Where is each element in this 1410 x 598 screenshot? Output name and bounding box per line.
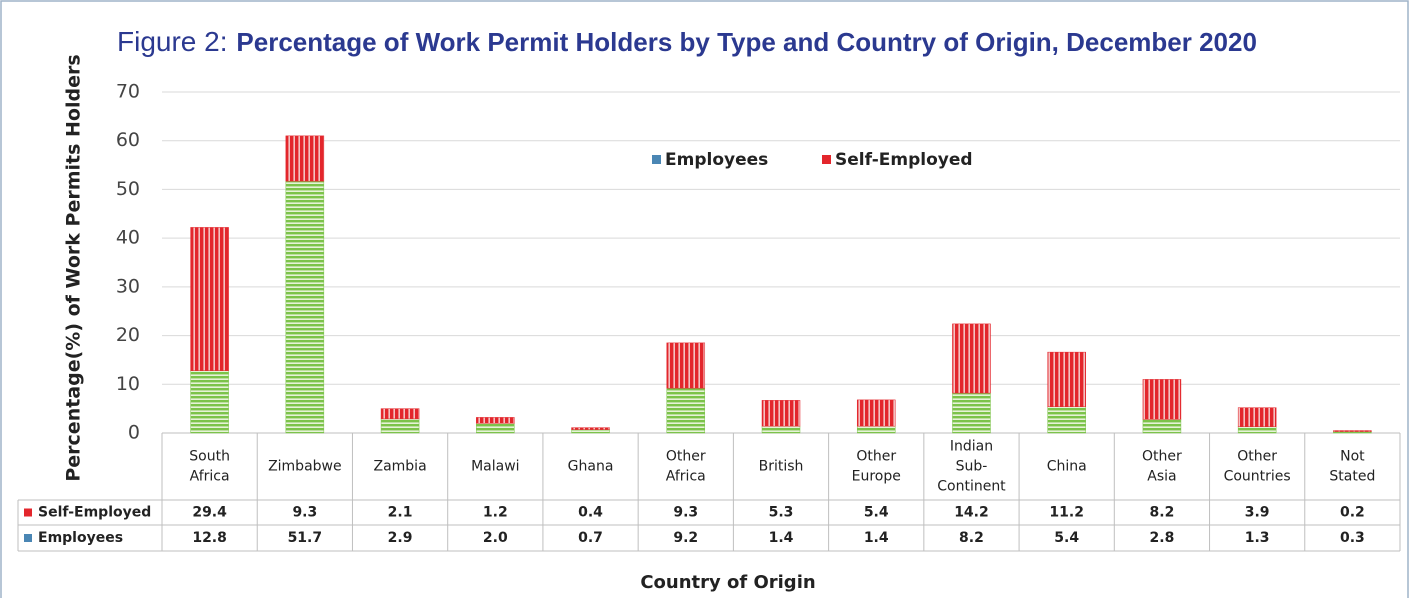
data-label: 12.8 (192, 530, 227, 546)
y-tick-label: 20 (116, 324, 140, 346)
data-label: 5.3 (769, 505, 794, 521)
data-label: 0.4 (578, 505, 603, 521)
legend-label: Employees (665, 150, 768, 170)
bar-segment (856, 399, 896, 427)
y-tick-label: 10 (116, 373, 140, 395)
bar-segment (952, 323, 991, 394)
data-label: 8.2 (959, 530, 984, 546)
y-tick-label: 0 (128, 422, 140, 444)
data-label: 51.7 (288, 530, 323, 546)
bar-segment (571, 427, 610, 430)
data-label: 1.3 (1245, 530, 1270, 546)
data-label: 1.4 (864, 530, 889, 546)
x-tick-label: Indian Sub-Continent (937, 439, 1006, 495)
x-tick-label: Not Stated (1329, 449, 1375, 485)
y-tick-label: 60 (116, 129, 140, 151)
bar-segment (1047, 351, 1086, 407)
x-tick-label: British (759, 459, 804, 475)
data-label: 8.2 (1150, 505, 1175, 521)
data-label: 3.9 (1245, 505, 1270, 521)
x-tick-label: China (1047, 459, 1087, 475)
bar-segment (190, 227, 229, 371)
y-tick-label: 70 (116, 81, 140, 103)
bar-segment (476, 417, 515, 424)
bar-segment (1142, 419, 1182, 434)
bar-segment (476, 423, 515, 434)
bar-segment (1237, 426, 1277, 434)
bar-segment (571, 429, 610, 434)
legend-marker (822, 155, 831, 164)
bar-segment (1142, 379, 1182, 420)
data-label: 2.1 (388, 505, 413, 521)
y-tick-label: 40 (116, 227, 140, 249)
bar-segment (190, 370, 229, 434)
data-label: 11.2 (1049, 505, 1084, 521)
x-tick-label: South Africa (189, 449, 230, 485)
data-label: 1.2 (483, 505, 508, 521)
data-label: 14.2 (954, 505, 989, 521)
data-label: 2.0 (483, 530, 508, 546)
bar-segment (666, 387, 706, 434)
bar-segment (1333, 430, 1372, 432)
data-label: 9.3 (292, 505, 317, 521)
y-tick-label: 30 (116, 275, 140, 297)
x-tick-label: Other Asia (1142, 449, 1182, 485)
chart-title: Figure 2: Percentage of Work Permit Hold… (117, 26, 1257, 59)
bar-segment (1047, 406, 1086, 434)
legend-label: Self-Employed (835, 150, 973, 170)
x-tick-label: Other Europe (852, 449, 901, 485)
data-label: 0.3 (1340, 530, 1365, 546)
bar-segment (285, 180, 325, 434)
bar-segment (666, 342, 706, 389)
x-tick-label: Malawi (471, 459, 519, 475)
bar-segment (761, 400, 801, 427)
bar-segment (380, 418, 420, 434)
x-tick-label: Zambia (373, 459, 426, 475)
data-label: 2.9 (388, 530, 413, 546)
bar-segment (285, 135, 325, 182)
legend-marker (24, 508, 32, 517)
bar-segment (1237, 407, 1277, 427)
x-tick-label: Other Countries (1224, 449, 1291, 485)
y-axis-title: Percentage(%) of Work Permits Holders (63, 54, 85, 481)
x-tick-label: Zimbabwe (268, 459, 342, 475)
data-label: 2.8 (1150, 530, 1175, 546)
bar-segment (761, 425, 801, 434)
data-label: 9.3 (673, 505, 698, 521)
data-label: 1.4 (769, 530, 794, 546)
data-label: 29.4 (192, 505, 227, 521)
x-tick-label: Other Africa (666, 449, 706, 485)
data-label: 5.4 (1054, 530, 1079, 546)
legend-marker (652, 155, 661, 164)
data-label: 0.7 (578, 530, 603, 546)
legend-marker (24, 534, 32, 542)
data-label: 0.2 (1340, 505, 1365, 521)
table-row-header: Employees (38, 530, 123, 546)
bar-segment (952, 392, 991, 434)
x-axis-title: Country of Origin (640, 572, 815, 593)
bar-segment (380, 408, 420, 420)
y-tick-label: 50 (116, 178, 140, 200)
data-label: 9.2 (673, 530, 698, 546)
x-tick-label: Ghana (568, 459, 614, 475)
data-label: 5.4 (864, 505, 889, 521)
bar-segment (856, 425, 896, 434)
table-row-header: Self-Employed (38, 505, 151, 521)
